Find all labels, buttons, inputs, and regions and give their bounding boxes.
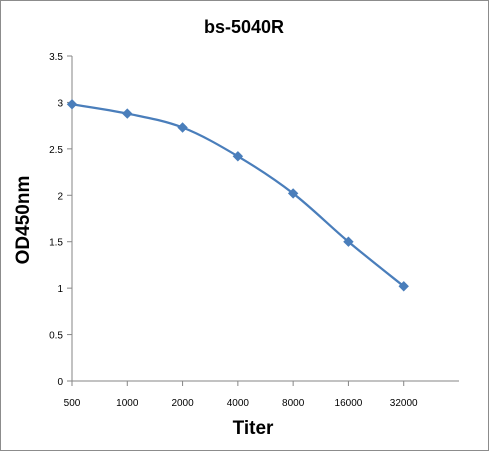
y-axis-ticks: 0 0.5 1 1.5 2 2.5 3 3.5: [49, 52, 72, 388]
x-tick-label: 16000: [335, 398, 363, 409]
series-group: [66, 99, 409, 292]
x-tick-label: 500: [64, 398, 81, 409]
x-tick-label: 4000: [227, 398, 250, 409]
y-axis-title: OD450nm: [13, 176, 34, 265]
chart-title: bs-5040R: [204, 17, 284, 37]
data-point-marker: [343, 236, 354, 247]
data-point-marker: [122, 108, 133, 119]
x-tick-label: 1000: [116, 398, 139, 409]
data-point-marker: [66, 99, 78, 110]
y-tick-label: 0: [57, 377, 63, 388]
y-tick-label: 2: [57, 191, 63, 202]
y-tick-label: 1: [57, 284, 63, 295]
data-point-marker: [398, 281, 409, 292]
x-tick-label: 2000: [171, 398, 194, 409]
y-tick-label: 2.5: [49, 145, 63, 156]
y-tick-label: 3.5: [49, 52, 63, 63]
data-point-marker: [232, 151, 244, 162]
data-point-marker: [287, 188, 299, 199]
x-axis-ticks: 500 1000 2000 4000 8000 16000 32000: [64, 381, 418, 409]
y-tick-label: 1.5: [49, 238, 63, 249]
y-tick-label: 3: [57, 98, 63, 109]
x-tick-label: 32000: [390, 398, 418, 409]
data-point-marker: [177, 122, 188, 133]
x-tick-label: 8000: [282, 398, 305, 409]
x-axis-title: Titer: [233, 418, 274, 439]
y-tick-label: 0.5: [49, 331, 63, 342]
series-line: [71, 103, 405, 288]
